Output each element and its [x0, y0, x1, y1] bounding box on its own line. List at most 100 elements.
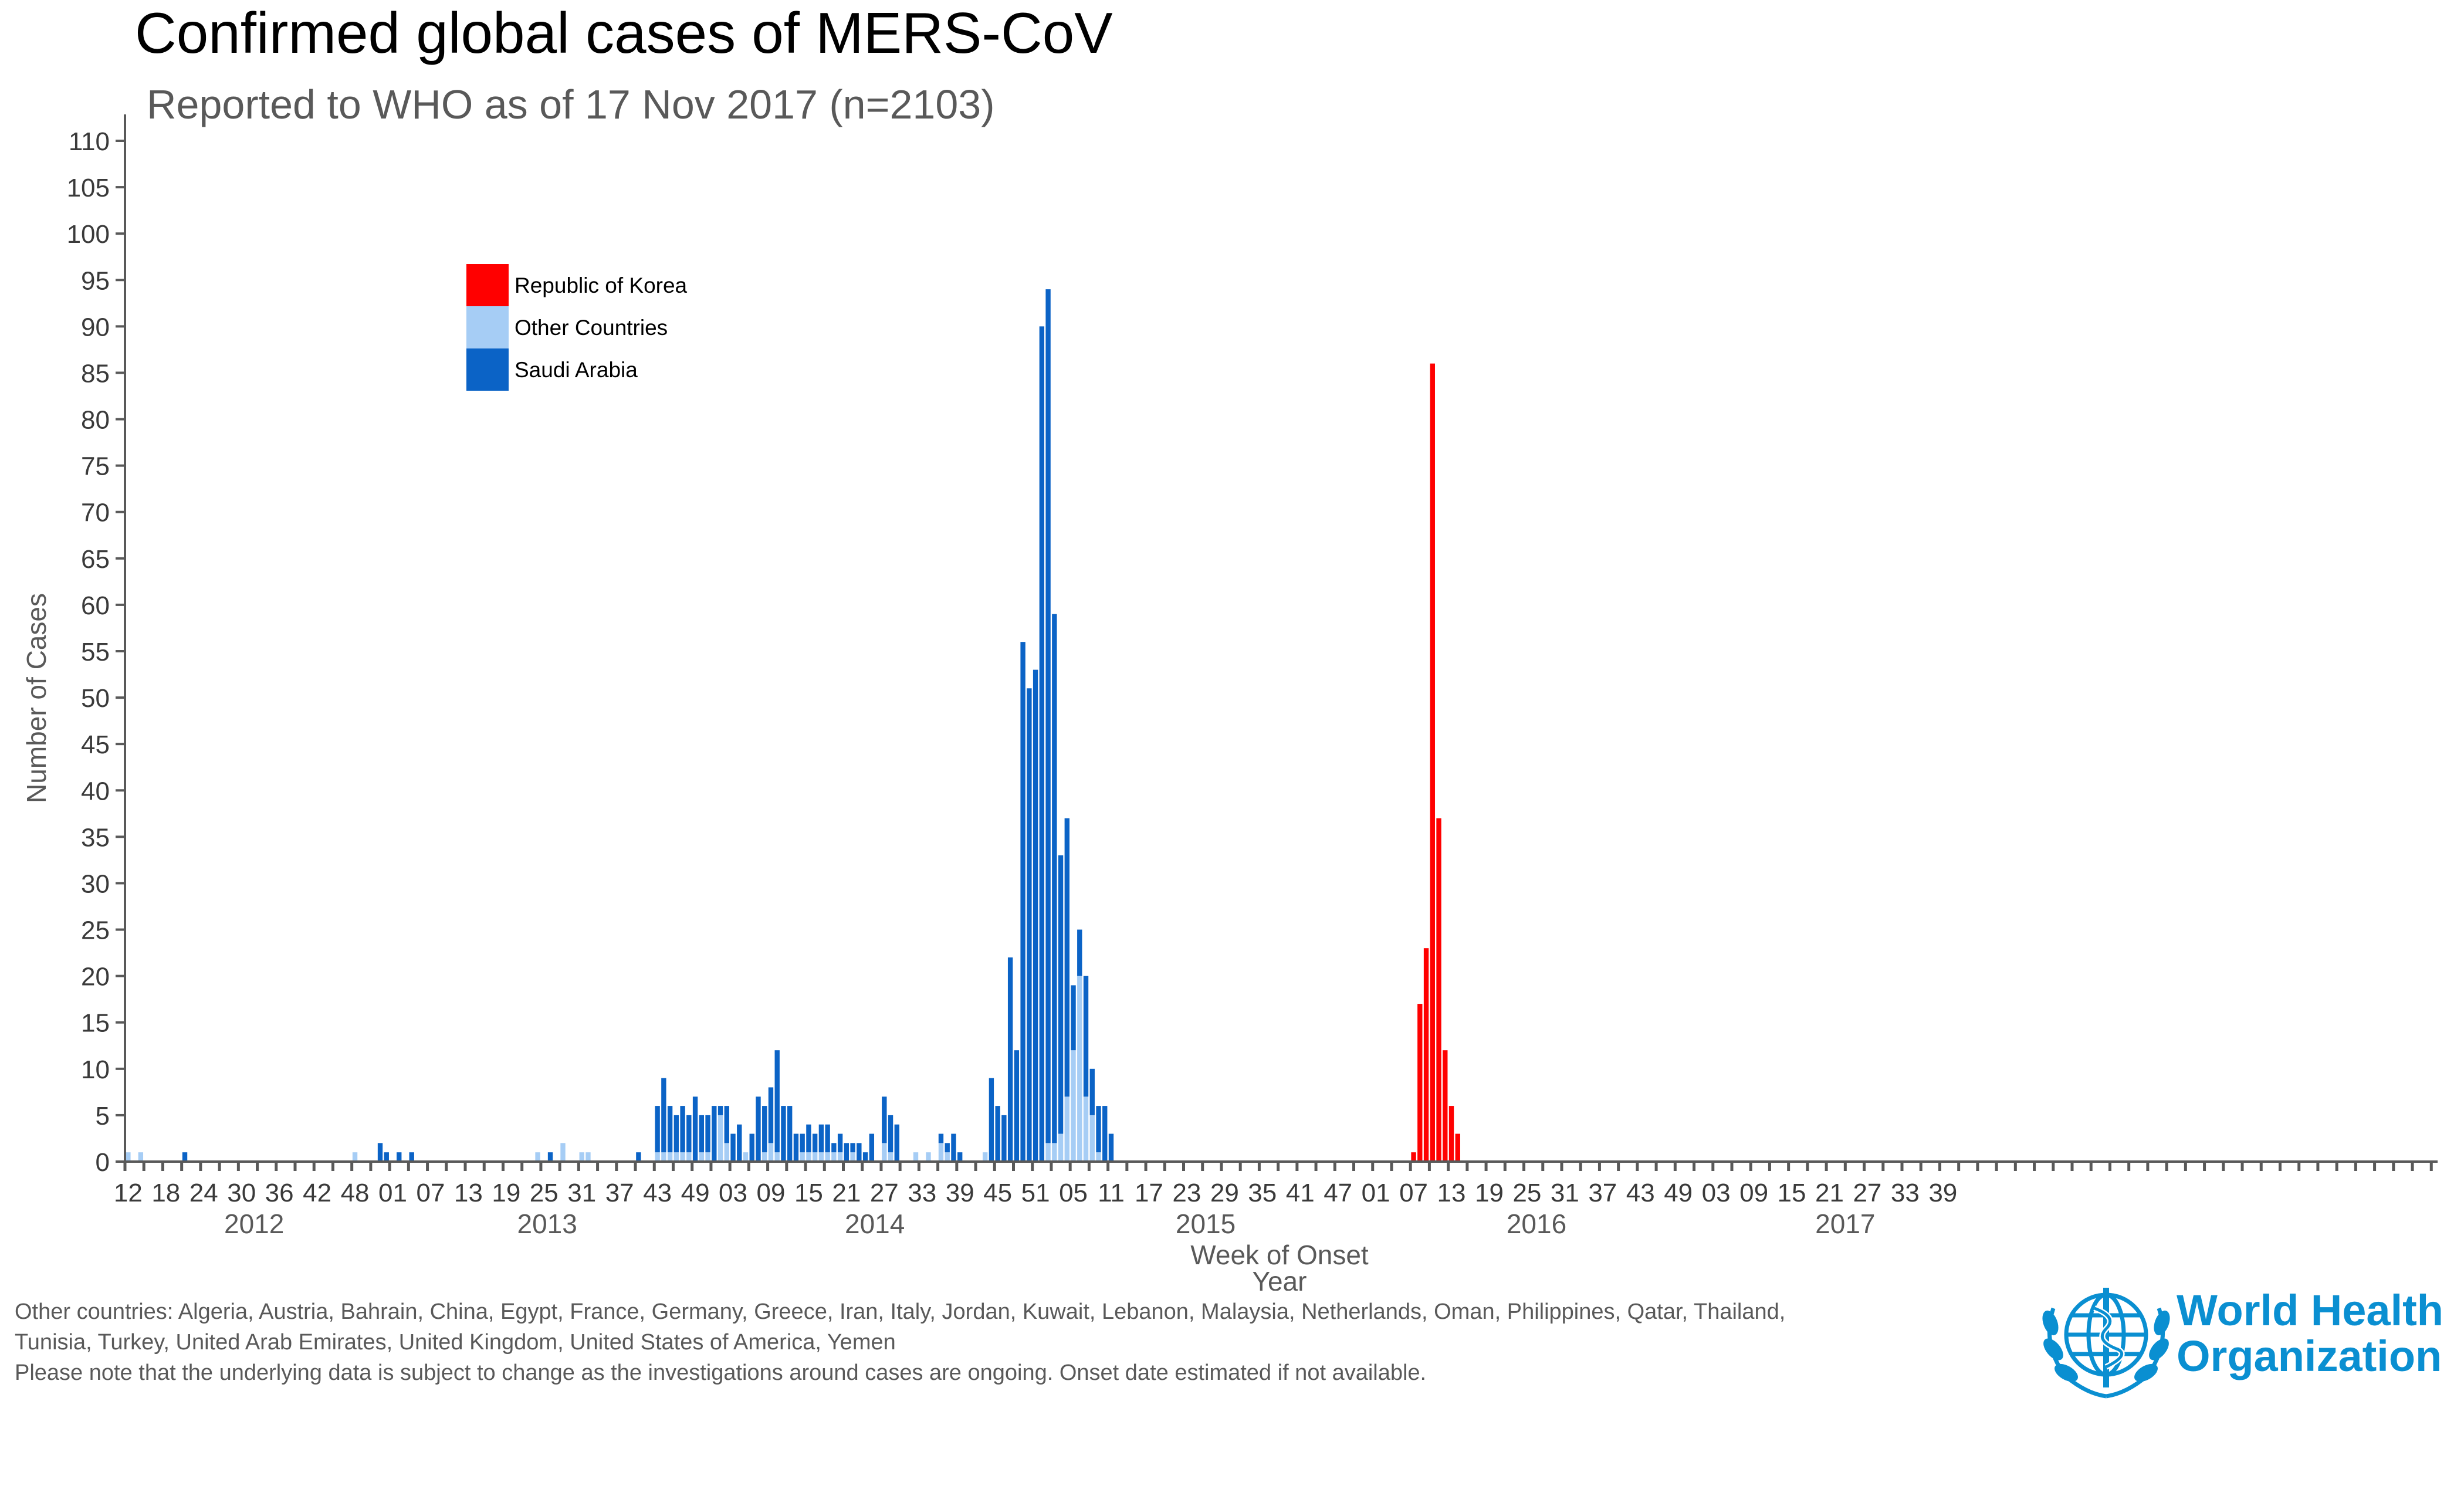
bar-segment: [699, 1152, 705, 1162]
x-tick-label: 51: [1021, 1179, 1050, 1207]
x-tick-label: 15: [1778, 1179, 1806, 1207]
x-tick-label: 39: [1928, 1179, 1957, 1207]
x-tick-label: 35: [1248, 1179, 1277, 1207]
bar-segment: [1071, 985, 1076, 1051]
x-tick-label: 49: [1664, 1179, 1693, 1207]
y-tick-label: 30: [81, 869, 110, 898]
bar-segment: [1064, 818, 1069, 1097]
who-logo-text: World Health Organization: [2177, 1288, 2443, 1379]
legend-label: Saudi Arabia: [515, 358, 638, 382]
x-tick-label: 25: [1512, 1179, 1541, 1207]
bar-segment: [938, 1133, 944, 1143]
bar-segment: [1448, 1106, 1454, 1162]
bar-segment: [850, 1152, 855, 1162]
y-tick-label: 40: [81, 777, 110, 805]
y-tick-label: 85: [81, 359, 110, 388]
year-label: 2014: [845, 1209, 905, 1239]
bar-segment: [894, 1124, 899, 1162]
who-logo-line2: Organization: [2177, 1332, 2442, 1380]
bar-segment: [1102, 1106, 1108, 1162]
x-tick-label: 37: [1588, 1179, 1617, 1207]
bar-segment: [1052, 614, 1057, 1143]
bar-segment: [869, 1133, 875, 1162]
bar-segment: [1052, 1143, 1057, 1162]
x-tick-label: 01: [378, 1179, 407, 1207]
bar-segment: [862, 1152, 868, 1162]
bar-segment: [384, 1152, 389, 1162]
x-tick-label: 09: [756, 1179, 785, 1207]
bar-segment: [756, 1096, 761, 1162]
x-tick-label: 27: [1853, 1179, 1881, 1207]
x-tick-label: 21: [832, 1179, 861, 1207]
bar-segment: [655, 1106, 660, 1153]
y-tick-label: 90: [81, 313, 110, 341]
bar-segment: [699, 1115, 705, 1153]
y-tick-label: 15: [81, 1009, 110, 1038]
x-tick-label: 09: [1739, 1179, 1768, 1207]
x-tick-label: 33: [908, 1179, 936, 1207]
bar-segment: [1071, 1050, 1076, 1162]
bar-segment: [397, 1152, 402, 1162]
legend-swatch: [466, 264, 509, 306]
bar-segment: [850, 1143, 855, 1153]
bar-segment: [882, 1143, 887, 1162]
bar-segment: [1417, 1004, 1423, 1162]
bar-segment: [945, 1152, 950, 1162]
x-tick-label: 17: [1135, 1179, 1163, 1207]
bar-segment: [579, 1152, 584, 1162]
bar-segment: [692, 1096, 698, 1162]
y-tick-label: 35: [81, 823, 110, 852]
bar-segment: [945, 1143, 950, 1153]
bar-segment: [1108, 1133, 1114, 1162]
chart-title: Confirmed global cases of MERS-CoV: [135, 1, 1113, 65]
footnote-line: Tunisia, Turkey, United Arab Emirates, U…: [15, 1330, 896, 1355]
y-tick-label: 45: [81, 730, 110, 759]
y-tick-label: 50: [81, 684, 110, 713]
bar-segment: [1430, 363, 1435, 1162]
bar-segment: [673, 1152, 679, 1162]
bar-segment: [1083, 1096, 1089, 1162]
bar-segment: [768, 1087, 774, 1143]
bar-segment: [730, 1133, 736, 1162]
x-tick-label: 43: [1626, 1179, 1655, 1207]
bar-segment: [957, 1152, 963, 1162]
x-tick-label: 18: [151, 1179, 180, 1207]
x-tick-label: 41: [1286, 1179, 1315, 1207]
y-tick-label: 20: [81, 963, 110, 991]
x-tick-label: 37: [605, 1179, 634, 1207]
x-tick-label: 07: [1399, 1179, 1428, 1207]
footnotes: Other countries: Algeria, Austria, Bahra…: [15, 1297, 2021, 1388]
y-tick-label: 0: [96, 1148, 110, 1177]
y-tick-label: 100: [67, 220, 110, 249]
bar-segment: [1423, 948, 1429, 1162]
legend-label: Republic of Korea: [515, 273, 688, 297]
bar-segment: [831, 1143, 837, 1153]
bar-segment: [825, 1124, 830, 1153]
bar-segment: [989, 1078, 994, 1162]
bar-segment: [762, 1152, 767, 1162]
x-tick-label: 19: [492, 1179, 520, 1207]
bar-segment: [667, 1152, 673, 1162]
y-tick-label: 105: [67, 174, 110, 202]
bar-segment: [547, 1152, 553, 1162]
bar-segment: [1089, 1068, 1095, 1115]
bar-segment: [882, 1096, 887, 1143]
bar-segment: [926, 1152, 931, 1162]
year-label: 2013: [517, 1209, 577, 1239]
bar-segment: [1077, 929, 1082, 976]
bar-segment: [1096, 1106, 1101, 1153]
x-tick-label: 13: [1437, 1179, 1466, 1207]
bar-segment: [686, 1152, 692, 1162]
y-axis-label: Number of Cases: [21, 593, 52, 803]
y-tick-label: 25: [81, 916, 110, 945]
y-tick-label: 10: [81, 1055, 110, 1084]
who-logo-line1: World Health: [2177, 1286, 2443, 1335]
x-tick-label: 33: [1891, 1179, 1920, 1207]
bar-segment: [825, 1152, 830, 1162]
x-tick-label: 01: [1362, 1179, 1390, 1207]
y-tick-label: 60: [81, 591, 110, 620]
bar-segment: [1443, 1050, 1448, 1162]
x-tick-label: 30: [227, 1179, 256, 1207]
bar-segment: [743, 1152, 749, 1162]
bar-segment: [717, 1115, 723, 1162]
